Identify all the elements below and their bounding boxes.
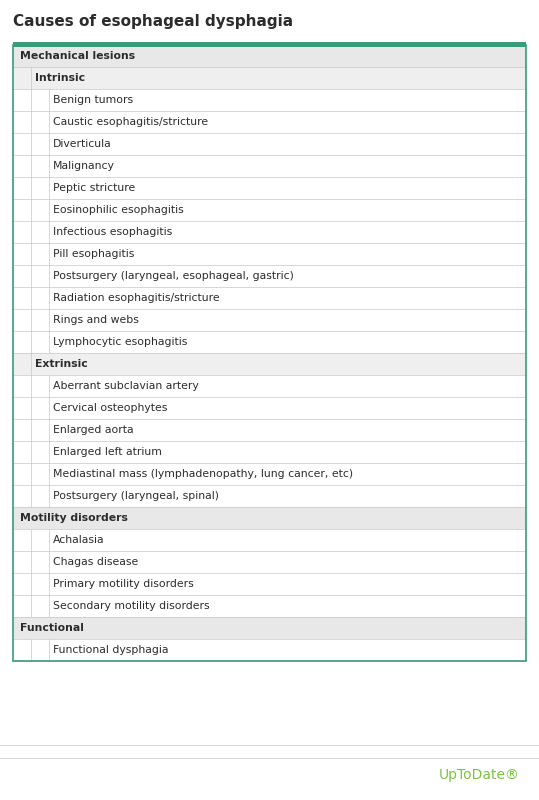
- Bar: [13, 199, 526, 221]
- Bar: [13, 243, 526, 265]
- Text: Caustic esophagitis/stricture: Caustic esophagitis/stricture: [53, 117, 208, 127]
- Text: Malignancy: Malignancy: [53, 161, 115, 171]
- Bar: [13, 375, 526, 397]
- Text: Mechanical lesions: Mechanical lesions: [20, 51, 135, 61]
- Text: Postsurgery (laryngeal, esophageal, gastric): Postsurgery (laryngeal, esophageal, gast…: [53, 271, 294, 281]
- Bar: [13, 45, 526, 67]
- Bar: [13, 397, 526, 419]
- Bar: [13, 265, 526, 287]
- Text: Postsurgery (laryngeal, spinal): Postsurgery (laryngeal, spinal): [53, 491, 219, 501]
- Bar: [13, 485, 526, 507]
- Text: Secondary motility disorders: Secondary motility disorders: [53, 601, 210, 611]
- Text: Motility disorders: Motility disorders: [20, 513, 128, 523]
- Text: Primary motility disorders: Primary motility disorders: [53, 579, 194, 589]
- Bar: [13, 42, 526, 47]
- Bar: [13, 353, 526, 375]
- Bar: [13, 221, 526, 243]
- Text: Rings and webs: Rings and webs: [53, 315, 139, 325]
- Bar: [13, 287, 526, 309]
- Bar: [13, 507, 526, 529]
- Text: Lymphocytic esophagitis: Lymphocytic esophagitis: [53, 337, 188, 347]
- Bar: [13, 67, 526, 89]
- Text: Diverticula: Diverticula: [53, 139, 112, 149]
- Bar: [13, 111, 526, 133]
- Bar: [13, 419, 526, 441]
- Bar: [13, 595, 526, 617]
- Text: Mediastinal mass (lymphadenopathy, lung cancer, etc): Mediastinal mass (lymphadenopathy, lung …: [53, 469, 353, 479]
- Text: Pill esophagitis: Pill esophagitis: [53, 249, 134, 259]
- Text: Eosinophilic esophagitis: Eosinophilic esophagitis: [53, 205, 184, 215]
- Text: Cervical osteophytes: Cervical osteophytes: [53, 403, 168, 413]
- Bar: [13, 331, 526, 353]
- Bar: [13, 573, 526, 595]
- Bar: [13, 45, 526, 661]
- Text: UpToDate®: UpToDate®: [439, 768, 520, 782]
- Bar: [13, 529, 526, 551]
- Text: Aberrant subclavian artery: Aberrant subclavian artery: [53, 381, 199, 391]
- Bar: [13, 133, 526, 155]
- Text: Achalasia: Achalasia: [53, 535, 105, 545]
- Bar: [13, 551, 526, 573]
- Bar: [13, 177, 526, 199]
- Text: Peptic stricture: Peptic stricture: [53, 183, 135, 193]
- Text: Benign tumors: Benign tumors: [53, 95, 133, 105]
- Text: Intrinsic: Intrinsic: [35, 73, 85, 83]
- Text: Causes of esophageal dysphagia: Causes of esophageal dysphagia: [13, 14, 293, 29]
- Text: Functional: Functional: [20, 623, 84, 633]
- Bar: [13, 309, 526, 331]
- Text: Radiation esophagitis/stricture: Radiation esophagitis/stricture: [53, 293, 219, 303]
- Text: Enlarged left atrium: Enlarged left atrium: [53, 447, 162, 457]
- Bar: [13, 639, 526, 661]
- Text: Extrinsic: Extrinsic: [35, 359, 88, 369]
- Text: Infectious esophagitis: Infectious esophagitis: [53, 227, 172, 237]
- Text: Chagas disease: Chagas disease: [53, 557, 138, 567]
- Bar: [13, 441, 526, 463]
- Bar: [13, 155, 526, 177]
- Bar: [13, 463, 526, 485]
- Text: Functional dysphagia: Functional dysphagia: [53, 645, 169, 655]
- Bar: [13, 89, 526, 111]
- Text: Enlarged aorta: Enlarged aorta: [53, 425, 134, 435]
- Bar: [13, 617, 526, 639]
